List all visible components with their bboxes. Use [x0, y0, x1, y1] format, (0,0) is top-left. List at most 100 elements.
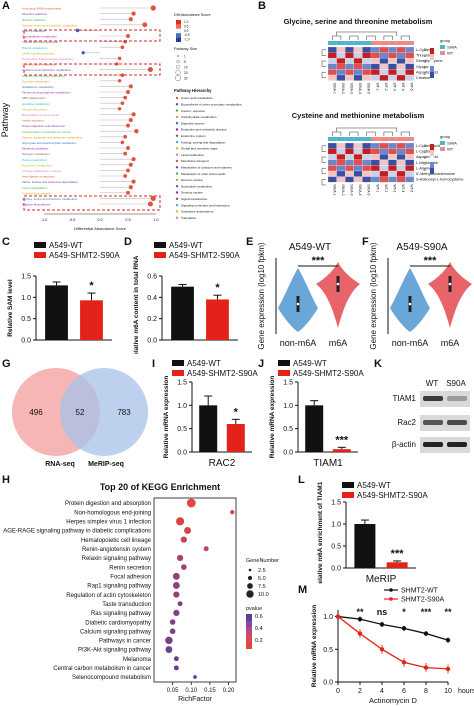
x-tick-label: 0.05: [167, 688, 179, 694]
legend-title: Pathway Hierarchy: [174, 88, 212, 93]
hierarchy-dot: [175, 153, 179, 156]
pathway-label: Morphine addiction: [22, 12, 48, 16]
hierarchy-label: Carbohydrate metabolism: [181, 115, 217, 119]
heatmap-col-label: WT-4: [401, 83, 405, 91]
data-point: [335, 614, 341, 619]
y-axis-label: Gene expression (log10 fpkm): [257, 242, 266, 350]
color-scale-cell: [430, 144, 434, 150]
heatmap-cell: [396, 176, 406, 183]
hierarchy-dot: [175, 178, 179, 182]
heatmap-cell: [388, 74, 397, 81]
series-line: [337, 616, 449, 670]
heatmap-cell: [353, 165, 363, 172]
size-legend-label: 10: [184, 65, 188, 69]
pathway-label: D-Amino acid metabolism: [22, 63, 57, 67]
color-scale-cell: [176, 28, 181, 34]
significance-marker: ***: [312, 255, 326, 267]
heatmap-cell: [379, 165, 389, 172]
heatmap-cell: [362, 159, 372, 166]
heatmap-row-label: Threonine: [416, 54, 433, 58]
color-scale-cell: [176, 24, 181, 29]
significance-marker: *: [89, 280, 94, 292]
heatmap-row-label: L-Cysteine: [416, 150, 434, 154]
size-legend-dot: [175, 69, 181, 75]
group-bar-cell: [353, 41, 363, 45]
dendrogram-branch: [332, 35, 342, 40]
group-bar-cell: [336, 41, 346, 45]
lollipop-dot: [126, 146, 130, 150]
blot-band: [447, 420, 467, 425]
color-scale-cell: [430, 72, 434, 78]
lollipop-dot: [120, 45, 125, 49]
data-point: [173, 609, 180, 617]
color-scale-label: 2: [424, 48, 426, 52]
legend-title: GeneNumber: [246, 558, 279, 564]
group-legend-label: S90A: [447, 141, 457, 146]
hierarchy-label: Cancer: overview: [181, 109, 206, 113]
color-scale-label: 1.0: [184, 20, 189, 24]
legend-label: A549-WT: [49, 241, 83, 250]
x-tick-label: 0: [336, 688, 340, 695]
heatmap-cell: [327, 159, 337, 166]
hierarchy-dot: [175, 115, 179, 119]
heatmap-cell: [370, 58, 380, 64]
hierarchy-dot: [175, 210, 179, 213]
heatmap-row-label: Aspartic acid: [416, 155, 438, 159]
y-tick-label: 1.5: [283, 380, 293, 387]
hierarchy-label: Metabolism of other amino acids: [181, 172, 226, 176]
legend-swatch: [154, 242, 166, 248]
x-tick-label: non-m6A: [280, 338, 317, 348]
size-legend-label: 20: [184, 71, 188, 75]
hierarchy-label: Nucleotide metabolism: [181, 184, 213, 188]
blot-row-label: TIAM1: [392, 394, 416, 403]
legend-label: A549-WT: [169, 241, 203, 250]
pathway-label: Insulin secretion: [22, 119, 44, 123]
lollipop-dot: [131, 11, 136, 16]
heatmap-col-label: WT-5: [410, 184, 414, 192]
significance-marker: ***: [391, 548, 405, 560]
pathway-label: Purine metabolism: [22, 158, 47, 162]
group-legend-label: S90A: [447, 45, 457, 50]
hierarchy-dot: [175, 159, 179, 163]
pathway-label: Lysine degradation: [22, 186, 48, 190]
panel-e: A549-WT Gene expression (log10 fpkm) non-m…: [257, 242, 360, 350]
color-scale-cell: [246, 621, 252, 628]
x-tick-label: non-m6A: [392, 338, 429, 348]
bar: [199, 405, 218, 452]
y-tick-label: 1.0: [331, 522, 341, 529]
pathway-label: Arginine biosynthesis: [22, 191, 51, 195]
legend-title: Diff Abundance Score: [174, 13, 211, 17]
hierarchy-label: Endocrine and metabolic disease: [181, 128, 227, 132]
data-point: [401, 626, 407, 631]
hierarchy-dot: [175, 172, 179, 175]
panel-label-l: L: [298, 474, 305, 486]
heatmap-cell: [336, 165, 346, 172]
size-legend-dot: [174, 74, 181, 81]
pathway-label: Phenylalanine metabolism: [22, 35, 58, 39]
dendrogram-branch: [321, 145, 326, 152]
heatmap-cell: [336, 63, 346, 70]
panel-k: WT S90A TIAM1 Rac2 β-actin: [392, 379, 470, 453]
heatmap-cell: [353, 142, 363, 149]
lollipop-dot: [123, 95, 128, 100]
lollipop-dot: [128, 117, 133, 123]
panel-g: 496 52 783 RNA-seq MeRIP-seq: [12, 368, 148, 468]
legend-title: group: [440, 134, 451, 139]
heatmap-col-label: WT-1: [375, 83, 379, 91]
heatmap-cell: [396, 63, 406, 70]
dendrogram-branch: [321, 167, 326, 175]
lollipop-dot: [126, 90, 130, 94]
significance-marker: ***: [421, 607, 432, 617]
lollipop-dot: [142, 22, 148, 28]
y-tick-label: 0.0: [323, 680, 333, 687]
heatmap-cell: [379, 58, 389, 64]
heatmap-cell: [388, 154, 397, 160]
color-scale-cell: [176, 33, 181, 38]
pathway-label: Pyrimidine metabolism: [22, 163, 53, 167]
pathway-label: Nitrogen metabolism: [22, 152, 50, 156]
color-scale-label: 0.0: [184, 29, 189, 33]
color-scale-label: 1: [424, 150, 426, 154]
heatmap-cell: [405, 46, 415, 53]
